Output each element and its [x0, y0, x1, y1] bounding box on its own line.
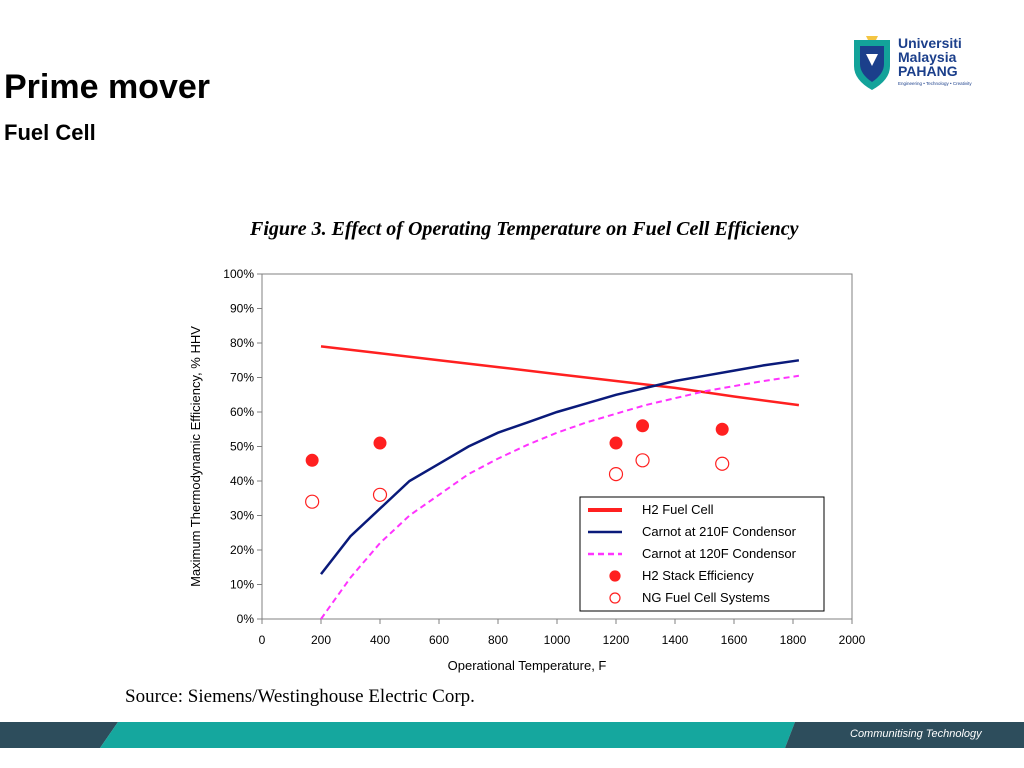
data-point-h2-stack-efficiency	[609, 436, 623, 450]
x-tick-label: 200	[311, 633, 331, 647]
data-point-h2-stack-efficiency	[715, 422, 729, 436]
x-tick-label: 1000	[544, 633, 571, 647]
x-tick-label: 600	[429, 633, 449, 647]
data-point-ng-fuel-cell-systems	[608, 467, 624, 482]
y-tick-label: 80%	[230, 336, 254, 350]
x-tick-label: 400	[370, 633, 390, 647]
legend-label-carnot-at-120f-condensor: Carnot at 120F Condensor	[642, 546, 797, 561]
x-tick-label: 800	[488, 633, 508, 647]
y-tick-label: 90%	[230, 302, 254, 316]
logo-line-3: PAHANG	[898, 63, 958, 79]
figure-caption: Figure 3. Effect of Operating Temperatur…	[250, 218, 799, 240]
data-point-h2-stack-efficiency	[305, 453, 319, 467]
data-point-ng-fuel-cell-systems	[715, 456, 730, 471]
y-tick-label: 20%	[230, 543, 254, 557]
x-tick-label: 0	[259, 633, 266, 647]
legend-swatch-h2-stack-efficiency	[609, 570, 621, 582]
footer-bar	[0, 722, 1024, 748]
source-credit: Source: Siemens/Westinghouse Electric Co…	[125, 686, 475, 707]
legend-label-h2-fuel-cell: H2 Fuel Cell	[642, 502, 714, 517]
legend-label-carnot-at-210f-condensor: Carnot at 210F Condensor	[642, 524, 797, 539]
x-tick-label: 1400	[662, 633, 689, 647]
y-axis-label: Maximum Thermodynamic Efficiency, % HHV	[188, 326, 203, 587]
y-tick-label: 10%	[230, 578, 254, 592]
series-line-carnot-at-120f-condensor	[320, 374, 800, 620]
legend-label-h2-stack-efficiency: H2 Stack Efficiency	[642, 568, 754, 583]
shield-icon	[854, 36, 890, 90]
y-tick-label: 0%	[237, 612, 255, 626]
slide-subtitle: Fuel Cell	[4, 120, 96, 145]
y-tick-label: 50%	[230, 440, 254, 454]
y-tick-label: 100%	[223, 267, 254, 281]
y-tick-label: 60%	[230, 405, 254, 419]
data-point-h2-stack-efficiency	[373, 436, 387, 450]
legend-label-ng-fuel-cell-systems: NG Fuel Cell Systems	[642, 590, 770, 605]
series-line-carnot-at-210f-condensor	[320, 359, 800, 575]
chart-legend	[579, 496, 825, 612]
x-axis-label: Operational Temperature, F	[448, 658, 607, 673]
x-tick-label: 1600	[721, 633, 748, 647]
logo-line-2: Malaysia	[898, 49, 957, 65]
data-point-h2-stack-efficiency	[636, 419, 650, 433]
slide-title: Prime mover	[4, 68, 210, 106]
data-point-ng-fuel-cell-systems	[305, 494, 320, 509]
logo-line-1: Universiti	[898, 35, 962, 51]
series-line-h2-fuel-cell	[320, 345, 800, 407]
x-tick-label: 2000	[839, 633, 866, 647]
y-tick-label: 30%	[230, 509, 254, 523]
data-point-ng-fuel-cell-systems	[372, 487, 388, 502]
x-tick-label: 1800	[780, 633, 807, 647]
y-tick-label: 40%	[230, 474, 254, 488]
y-tick-label: 70%	[230, 371, 254, 385]
university-logo: Universiti Malaysia PAHANG Engineering •…	[852, 34, 992, 94]
x-tick-label: 1200	[603, 633, 630, 647]
logo-tagline: Engineering • Technology • Creativity	[898, 81, 972, 86]
legend-swatch-ng-fuel-cell-systems	[609, 592, 621, 604]
data-point-ng-fuel-cell-systems	[635, 453, 650, 468]
footer-slogan: Communitising Technology	[850, 728, 982, 740]
